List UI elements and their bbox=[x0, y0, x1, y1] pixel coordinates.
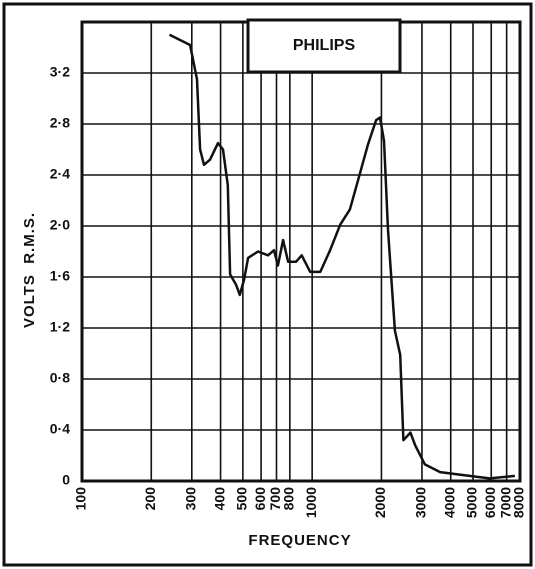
x-tick-label: 700 bbox=[267, 487, 283, 511]
x-tick-label: 200 bbox=[142, 487, 158, 511]
y-tick-label: 2·8 bbox=[50, 115, 70, 131]
y-tick-label: 0 bbox=[62, 472, 70, 488]
x-tick-label: 1000 bbox=[303, 487, 319, 518]
x-axis-label: FREQUENCY bbox=[248, 532, 351, 549]
y-tick-label: 3·2 bbox=[50, 64, 70, 80]
y-tick-label: 0·8 bbox=[50, 370, 70, 386]
x-tick-label: 100 bbox=[73, 487, 89, 511]
x-tick-label: 5000 bbox=[464, 487, 480, 518]
y-tick-label: 1·6 bbox=[50, 268, 70, 284]
y-tick-label: 2·4 bbox=[50, 166, 70, 182]
x-tick-label: 600 bbox=[252, 487, 268, 511]
data-line bbox=[168, 33, 516, 480]
y-tick-label: 2·0 bbox=[50, 217, 70, 233]
x-tick-label: 2000 bbox=[372, 487, 388, 518]
x-tick-label: 800 bbox=[281, 487, 297, 511]
x-tick-label: 300 bbox=[183, 487, 199, 511]
x-tick-label: 6000 bbox=[482, 487, 498, 518]
x-tick-label: 3000 bbox=[413, 487, 429, 518]
x-tick-label: 400 bbox=[211, 487, 227, 511]
x-tick-label: 7000 bbox=[497, 487, 513, 518]
plot-border bbox=[80, 20, 522, 483]
y-tick-label: 0·4 bbox=[50, 421, 70, 437]
title-box bbox=[246, 18, 402, 74]
x-tick-label: 500 bbox=[234, 487, 250, 511]
x-tick-label: 8000 bbox=[511, 487, 527, 518]
x-tick-label: 4000 bbox=[441, 487, 457, 518]
y-tick-label: 1·2 bbox=[50, 319, 70, 335]
y-axis-label: VOLTS R.M.S. bbox=[21, 212, 38, 328]
chart-title: PHILIPS bbox=[293, 37, 356, 54]
